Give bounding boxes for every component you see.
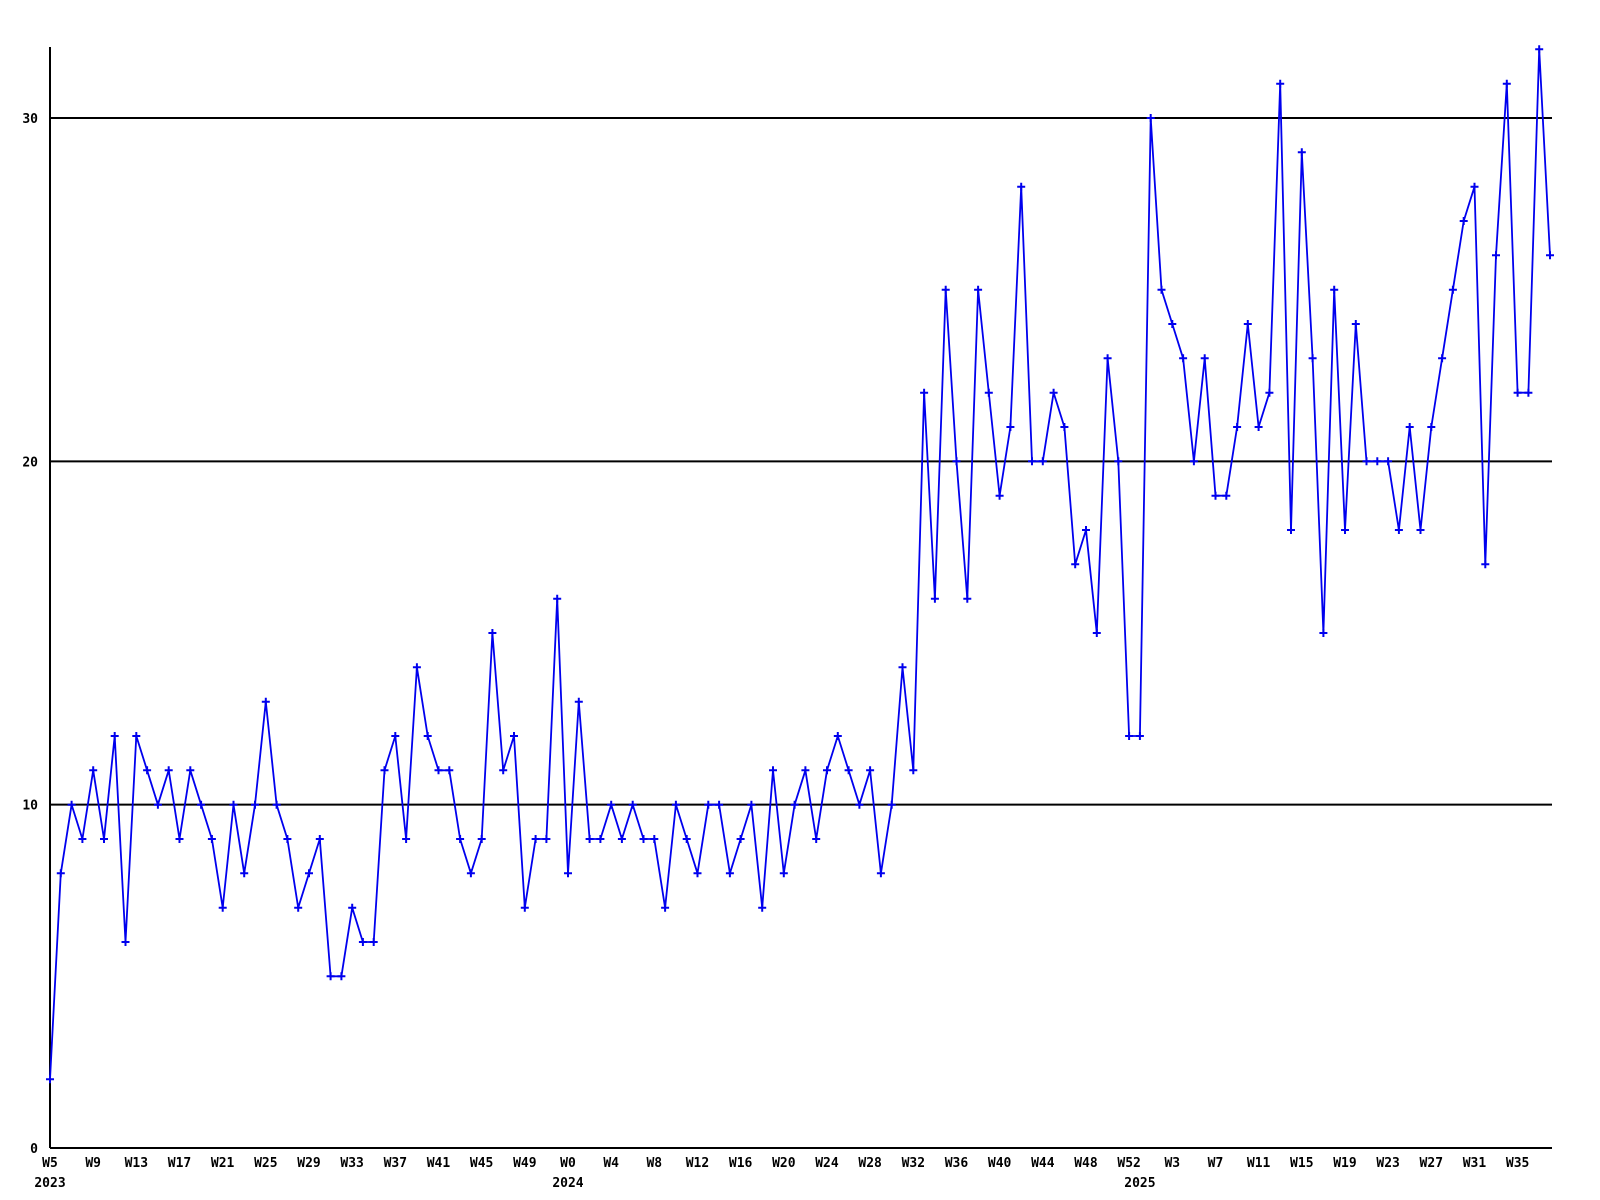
- y-axis-tick-label: 30: [22, 112, 38, 127]
- x-axis-tick-label: W33: [340, 1156, 363, 1171]
- x-axis-tick-label: W13: [125, 1156, 148, 1171]
- y-axis-tick-label: 0: [30, 1142, 38, 1157]
- x-axis-tick-label: W37: [384, 1156, 407, 1171]
- x-axis-tick-label: W16: [729, 1156, 753, 1171]
- x-axis-tick-label: W17: [168, 1156, 191, 1171]
- x-axis-year-label: 2025: [1124, 1176, 1155, 1191]
- x-axis-tick-label: W15: [1290, 1156, 1313, 1171]
- x-axis-tick-label: W36: [945, 1156, 969, 1171]
- data-point-markers: [46, 45, 1554, 1084]
- x-axis-tick-label: W44: [1031, 1156, 1055, 1171]
- x-axis-tick-label: W49: [513, 1156, 536, 1171]
- x-axis-tick-label: W12: [686, 1156, 709, 1171]
- x-axis-tick-label: W4: [603, 1156, 619, 1171]
- x-axis-tick-label: W41: [427, 1156, 451, 1171]
- x-axis-tick-label: W24: [815, 1156, 839, 1171]
- x-axis-tick-label: W5: [42, 1156, 58, 1171]
- x-axis-tick-label: W20: [772, 1156, 796, 1171]
- x-axis-year-label: 2024: [552, 1176, 583, 1191]
- x-axis-tick-label: W11: [1247, 1156, 1271, 1171]
- x-axis-tick-label: W52: [1117, 1156, 1140, 1171]
- x-axis-tick-label: W48: [1074, 1156, 1098, 1171]
- x-axis-tick-label: W27: [1420, 1156, 1443, 1171]
- x-axis-tick-label: W32: [902, 1156, 925, 1171]
- x-axis-tick-label: W7: [1208, 1156, 1224, 1171]
- x-axis-tick-label: W3: [1164, 1156, 1180, 1171]
- x-axis-tick-label: W40: [988, 1156, 1012, 1171]
- x-axis-tick-label: W23: [1376, 1156, 1399, 1171]
- x-axis-tick-label: W0: [560, 1156, 576, 1171]
- x-axis-tick-label: W28: [858, 1156, 882, 1171]
- y-axis-tick-label: 20: [22, 455, 38, 470]
- x-axis-tick-label: W9: [85, 1156, 101, 1171]
- x-axis-tick-label: W31: [1463, 1156, 1487, 1171]
- x-axis-tick-label: W19: [1333, 1156, 1356, 1171]
- x-axis-tick-label: W35: [1506, 1156, 1529, 1171]
- data-line: [49, 48, 1551, 1080]
- x-axis-tick-label: W29: [297, 1156, 320, 1171]
- y-axis-tick-label: 10: [22, 799, 38, 814]
- x-axis-tick-label: W21: [211, 1156, 235, 1171]
- x-axis-year-label: 2023: [34, 1176, 65, 1191]
- x-axis-tick-label: W45: [470, 1156, 493, 1171]
- x-axis-tick-label: W8: [646, 1156, 662, 1171]
- x-axis-tick-label: W25: [254, 1156, 277, 1171]
